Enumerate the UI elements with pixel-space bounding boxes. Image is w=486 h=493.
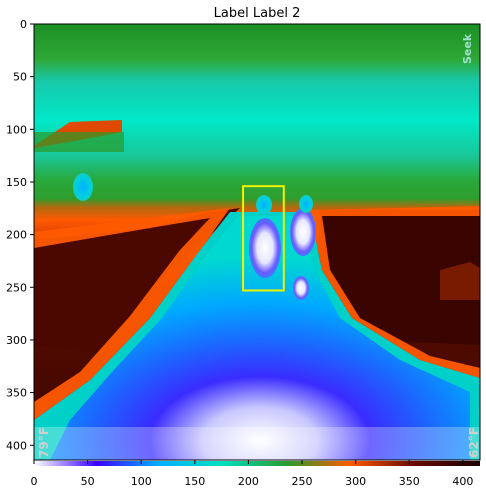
hot-object-right-head [299, 195, 313, 213]
right-brown-patch [440, 262, 480, 300]
x-tick-label: 100 [131, 475, 152, 488]
x-tick-label: 150 [184, 475, 205, 488]
plot-frame [33, 23, 481, 461]
x-tick-label: 400 [452, 475, 473, 488]
brand-watermark: Seek [461, 33, 474, 64]
x-tick-label: 350 [399, 475, 420, 488]
y-tick-label: 150 [6, 176, 27, 189]
colorbar-strip [34, 461, 480, 466]
y-tick-label: 400 [6, 439, 27, 452]
y-tick-label: 0 [20, 18, 27, 31]
y-tick-label: 300 [6, 334, 27, 347]
bottom-overlay-strip [34, 427, 480, 460]
thermal-image [34, 24, 480, 460]
y-tick-label: 100 [6, 123, 27, 136]
x-tick-label: 50 [81, 475, 95, 488]
chart-title: Label Label 2 [214, 6, 301, 21]
right-temperature-label: 62°F [467, 427, 481, 458]
hot-object-left-head [256, 195, 272, 215]
y-tick-label: 200 [6, 229, 27, 242]
x-axis: 0 50 100 150 200 250 300 350 400 [31, 460, 473, 488]
y-tick-label: 50 [13, 71, 27, 84]
left-blue-blob [73, 173, 93, 201]
x-tick-label: 0 [31, 475, 38, 488]
hot-object-right [290, 208, 316, 256]
x-tick-label: 200 [238, 475, 259, 488]
y-tick-label: 350 [6, 387, 27, 400]
dark-ground-right [318, 210, 480, 345]
x-tick-label: 300 [345, 475, 366, 488]
hot-object-small [293, 276, 309, 300]
y-tick-label: 250 [6, 281, 27, 294]
left-temperature-label: 79°F [37, 427, 51, 458]
detection-bounding-box [242, 185, 285, 292]
road-cone-inner [50, 216, 470, 460]
x-tick-label: 250 [292, 475, 313, 488]
left-green-block [34, 132, 124, 152]
hot-object-left [249, 218, 281, 278]
road-edge-left [34, 208, 230, 420]
road-edge-right [310, 206, 480, 378]
y-axis: 0 50 100 150 200 250 300 350 400 [6, 18, 34, 452]
